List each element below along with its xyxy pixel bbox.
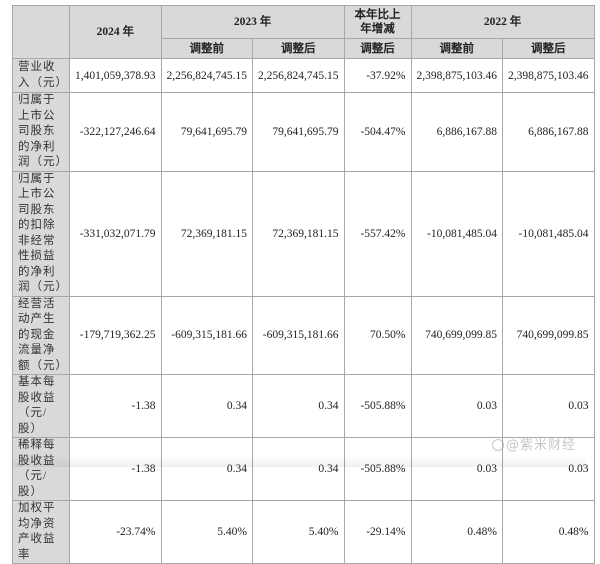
cell-2024: -1.38 xyxy=(69,437,162,501)
cell-2023-after: 79,641,695.79 xyxy=(252,92,345,172)
row-label-header xyxy=(12,5,70,59)
header-2024: 2024 年 xyxy=(69,5,162,59)
cell-2024: 1,401,059,378.93 xyxy=(69,58,162,93)
cell-2023-before: 79,641,695.79 xyxy=(160,92,253,172)
table-row-net-profit-excl-nonrecurring: 归属于上市公司股东的扣除非经常性损益的净利润（元） -331,032,071.7… xyxy=(12,170,595,297)
cell-change: -505.88% xyxy=(343,437,412,501)
cell-2024: -1.38 xyxy=(69,374,162,438)
cell-2023-after: 0.34 xyxy=(252,437,345,501)
subheader-2023-before: 调整前 xyxy=(160,38,253,59)
header-change-text: 本年比上年增减 xyxy=(354,9,401,35)
cell-2023-after: -609,315,181.66 xyxy=(252,295,345,375)
table-row-weighted-roe: 加权平均净资产收益率 -23.74% 5.40% 5.40% -29.14% 0… xyxy=(12,500,595,564)
cell-2023-before: 0.34 xyxy=(160,437,253,501)
watermark: @紫米财经 xyxy=(492,434,576,453)
cell-change: -557.42% xyxy=(343,170,412,297)
cell-2023-after: 0.34 xyxy=(252,374,345,438)
cell-2024: -179,719,362.25 xyxy=(69,295,162,375)
cell-change: -505.88% xyxy=(343,374,412,438)
financial-summary-container: 2024 年 2023 年 本年比上年增减 2022 年 调整前 调整后 调整后… xyxy=(12,5,595,564)
row-label: 经营活动产生的现金流量净额（元） xyxy=(12,295,70,375)
header-row-top: 2024 年 2023 年 本年比上年增减 2022 年 xyxy=(12,5,595,59)
cell-2022-before: 6,886,167.88 xyxy=(410,92,503,172)
financial-summary-table: 2024 年 2023 年 本年比上年增减 2022 年 调整前 调整后 调整后… xyxy=(12,5,595,564)
subheader-2023-after: 调整后 xyxy=(252,38,345,59)
cell-2022-before: 0.03 xyxy=(410,374,503,438)
header-row-sub: 调整前 调整后 调整后 调整前 调整后 xyxy=(13,38,595,59)
watermark-text: @紫米财经 xyxy=(506,438,577,453)
table-row-revenue: 营业收入（元） 1,401,059,378.93 2,256,824,745.1… xyxy=(12,58,595,93)
row-label: 加权平均净资产收益率 xyxy=(12,500,70,564)
row-label: 稀释每股收益（元/股） xyxy=(12,437,70,501)
cell-2022-before: 2,398,875,103.46 xyxy=(410,58,503,93)
cell-2023-before: 5.40% xyxy=(160,500,253,564)
cell-2024: -322,127,246.64 xyxy=(69,92,162,172)
cell-2023-before: 0.34 xyxy=(160,374,253,438)
table-row-basic-eps: 基本每股收益（元/股） -1.38 0.34 0.34 -505.88% 0.0… xyxy=(12,374,595,438)
cell-2022-after: 2,398,875,103.46 xyxy=(502,58,595,93)
subheader-2022-before: 调整前 xyxy=(410,38,503,59)
cell-change: -504.47% xyxy=(343,92,412,172)
header-2022: 2022 年 xyxy=(410,5,595,39)
row-label: 营业收入（元） xyxy=(12,58,70,93)
cell-2023-before: -609,315,181.66 xyxy=(160,295,253,375)
cell-2022-after: 0.48% xyxy=(502,500,595,564)
cell-2023-after: 5.40% xyxy=(252,500,345,564)
row-label: 基本每股收益（元/股） xyxy=(12,374,70,438)
cell-2024: -331,032,071.79 xyxy=(69,170,162,297)
cell-2023-after: 72,369,181.15 xyxy=(252,170,345,297)
table-row-operating-cash-flow: 经营活动产生的现金流量净额（元） -179,719,362.25 -609,31… xyxy=(12,295,595,375)
row-label: 归属于上市公司股东的扣除非经常性损益的净利润（元） xyxy=(12,170,70,297)
row-label: 归属于上市公司股东的净利润（元） xyxy=(12,92,70,172)
cell-change: 70.50% xyxy=(343,295,412,375)
subheader-2022-after: 调整后 xyxy=(502,38,595,59)
cell-2022-after: 740,699,099.85 xyxy=(502,295,595,375)
cell-2023-before: 2,256,824,745.15 xyxy=(160,58,253,93)
cell-2022-before: 0.03 xyxy=(410,437,503,501)
cell-2022-before: 0.48% xyxy=(410,500,503,564)
watermark-logo-icon xyxy=(492,439,504,451)
header-2023: 2023 年 xyxy=(160,5,345,39)
cell-2023-before: 72,369,181.15 xyxy=(160,170,253,297)
cell-change: -29.14% xyxy=(343,500,412,564)
cell-2022-after: 0.03 xyxy=(502,374,595,438)
header-change: 本年比上年增减 xyxy=(343,5,412,39)
cell-change: -37.92% xyxy=(343,58,412,93)
table-row-net-profit: 归属于上市公司股东的净利润（元） -322,127,246.64 79,641,… xyxy=(12,92,595,172)
cell-2022-after: -10,081,485.04 xyxy=(502,170,595,297)
cell-2022-after: 6,886,167.88 xyxy=(502,92,595,172)
cell-2023-after: 2,256,824,745.15 xyxy=(252,58,345,93)
cell-2022-before: -10,081,485.04 xyxy=(410,170,503,297)
cell-2022-before: 740,699,099.85 xyxy=(410,295,503,375)
cell-2024: -23.74% xyxy=(69,500,162,564)
subheader-change-after: 调整后 xyxy=(343,38,412,59)
page-bottom-shadow xyxy=(12,455,586,467)
